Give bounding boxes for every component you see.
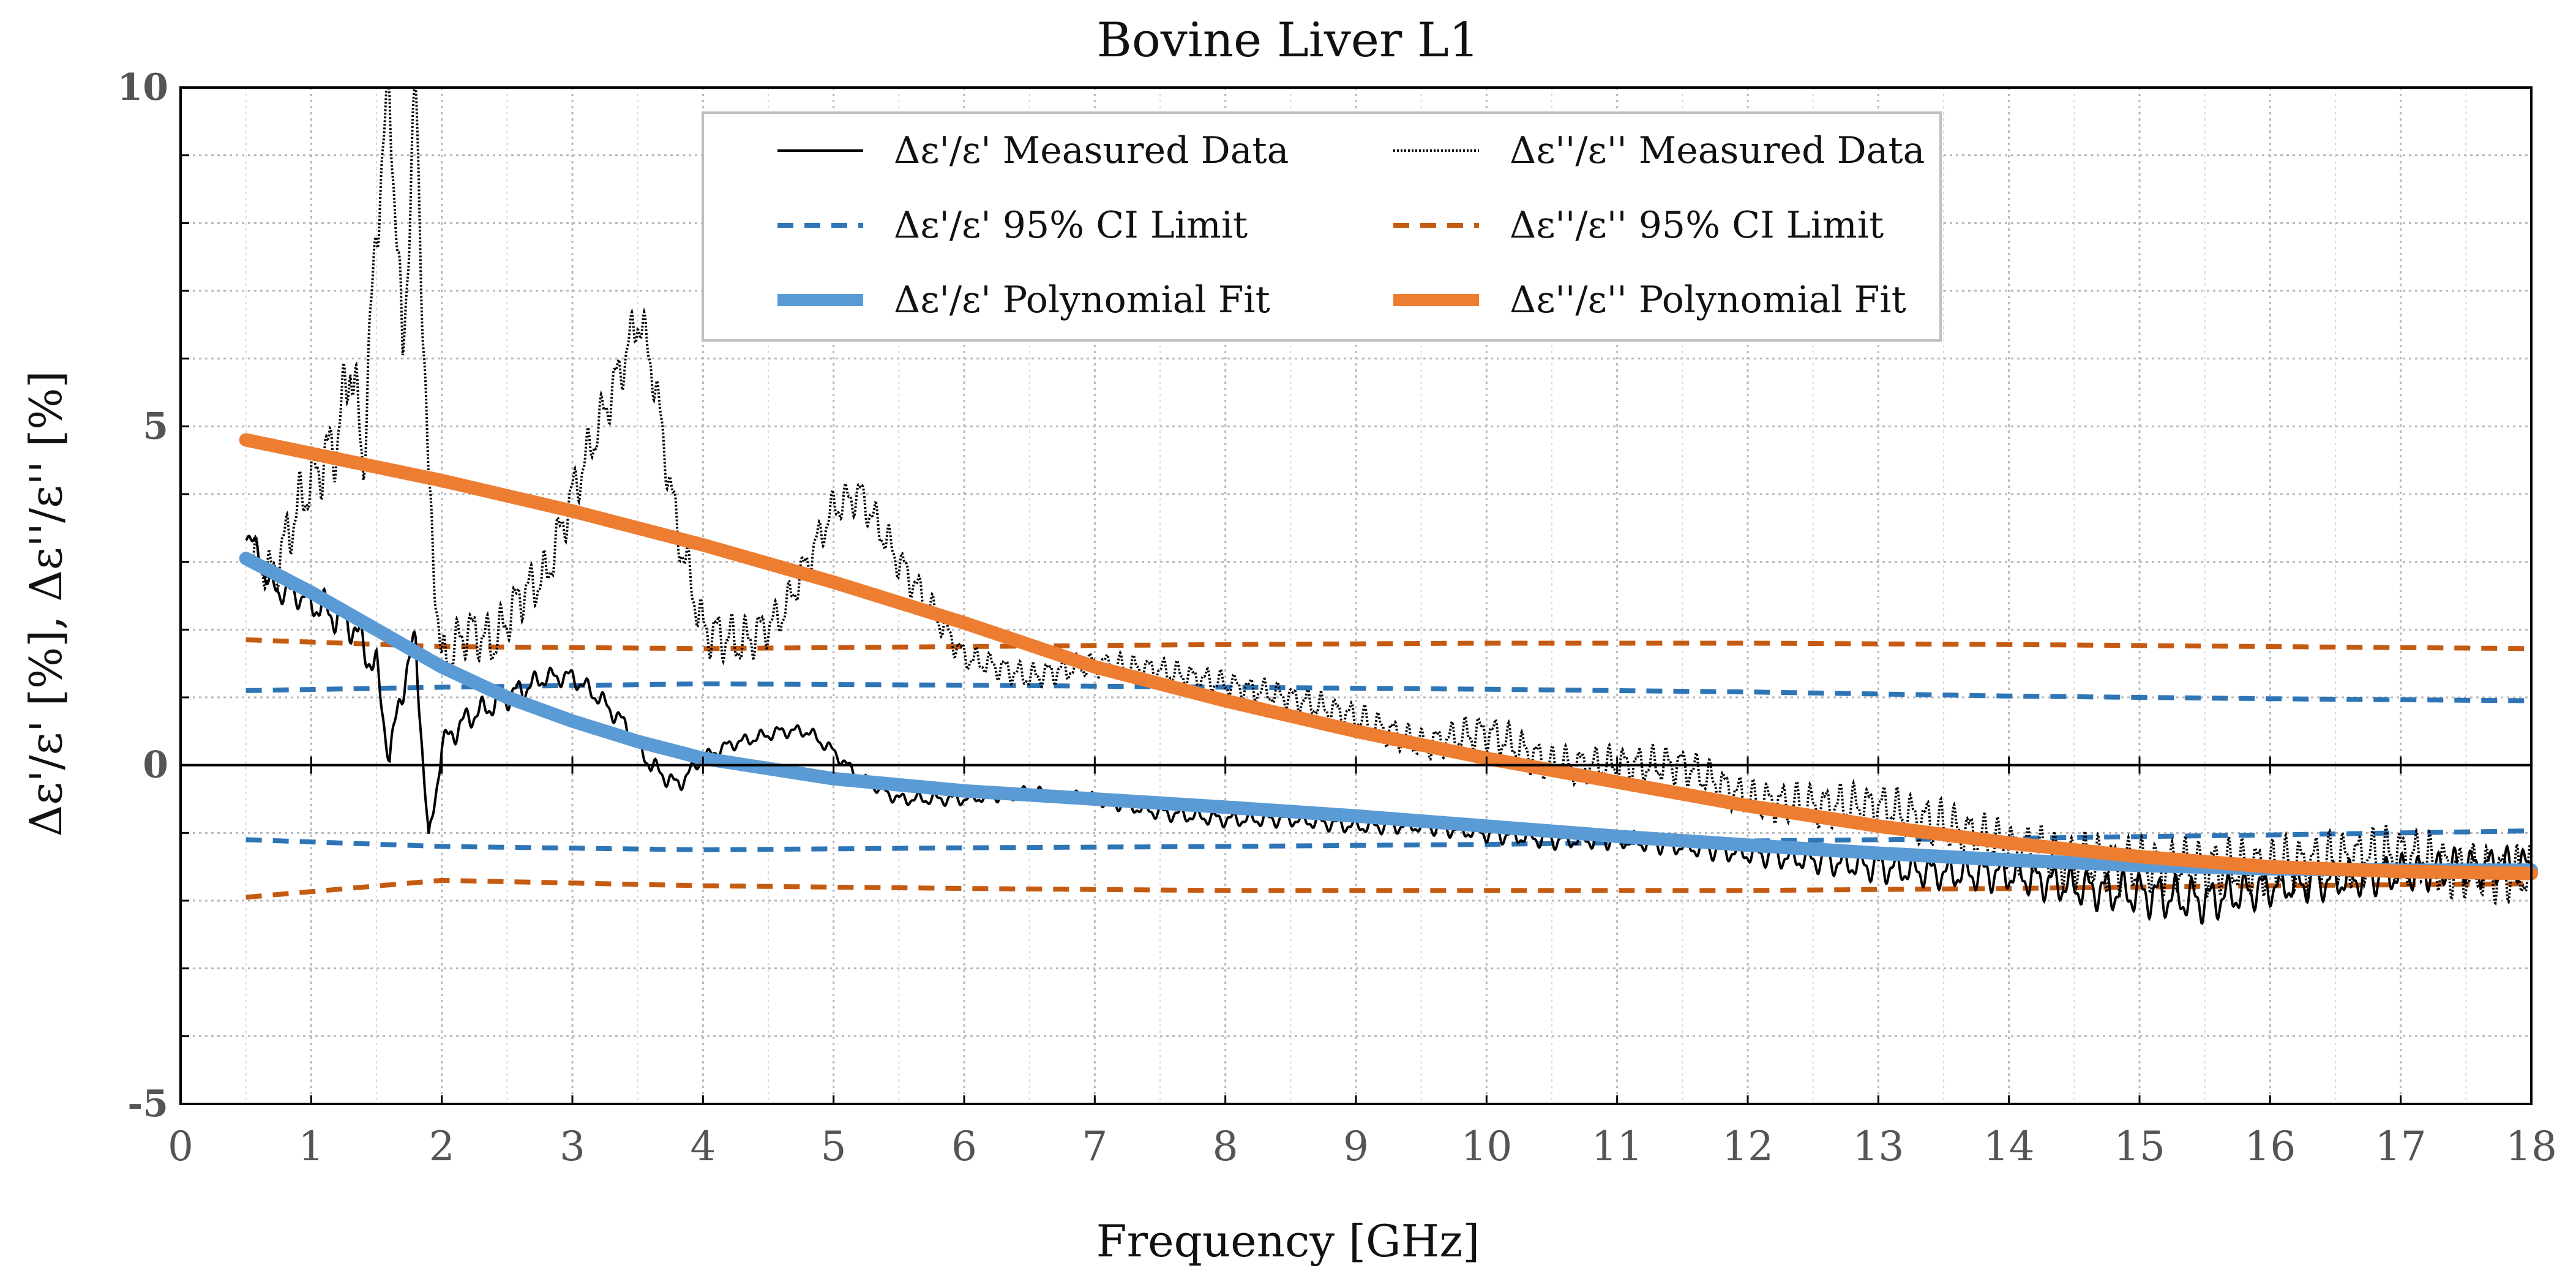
y-tick-label: 5: [143, 405, 168, 448]
x-tick-label: 11: [1592, 1123, 1643, 1170]
legend-label-2: Δε'/ε' 95% CI Limit: [894, 204, 1248, 247]
x-tick-label: 6: [951, 1123, 977, 1170]
legend-label-5: Δε''/ε'' Polynomial Fit: [1510, 279, 1906, 321]
x-tick-label: 5: [821, 1123, 847, 1170]
legend-label-0: Δε'/ε' Measured Data: [894, 129, 1289, 172]
y-tick-label: -5: [127, 1083, 168, 1125]
x-tick-label: 8: [1213, 1123, 1238, 1170]
x-tick-label: 1: [298, 1123, 324, 1170]
x-axis-label: Frequency [GHz]: [1096, 1215, 1480, 1267]
x-tick-label: 2: [429, 1123, 455, 1170]
x-tick-label: 15: [2114, 1123, 2165, 1170]
series-eps2-ci-upper: [245, 637, 2531, 651]
x-tick-label: 17: [2375, 1123, 2427, 1170]
x-tick-label: 13: [1852, 1123, 1904, 1170]
x-tick-label: 9: [1343, 1123, 1369, 1170]
x-tick-label: 4: [690, 1123, 716, 1170]
series-eps2-fit: [239, 433, 2538, 880]
chart-title: Bovine Liver L1: [1097, 13, 1480, 68]
x-tick-label: 0: [168, 1123, 193, 1170]
series-eps1-fit: [239, 552, 2538, 877]
series-eps1-ci-upper: [245, 681, 2531, 704]
legend: Δε'/ε' Measured Data Δε''/ε'' Measured Da…: [702, 111, 1942, 342]
legend-label-1: Δε''/ε'' Measured Data: [1510, 129, 1925, 172]
legend-label-3: Δε''/ε'' 95% CI Limit: [1510, 204, 1884, 247]
x-tick-label: 7: [1082, 1123, 1107, 1170]
x-tick-label: 16: [2244, 1123, 2296, 1170]
x-tick-label: 10: [1461, 1123, 1512, 1170]
y-tick-label: 0: [143, 744, 168, 787]
legend-box: [702, 111, 1942, 342]
plot-area: [239, 86, 2538, 926]
y-axis-label: Δε'/ε' [%], Δε''/ε'' [%]: [20, 370, 72, 836]
series-eps1-ci-lower: [245, 828, 2532, 852]
y-tick-label: 10: [118, 66, 169, 109]
x-tick-label: 12: [1722, 1123, 1773, 1170]
x-tick-label: 18: [2506, 1123, 2557, 1170]
series-eps2-ci-lower: [245, 877, 2532, 900]
legend-label-4: Δε'/ε' Polynomial Fit: [894, 279, 1270, 321]
x-tick-label: 3: [560, 1123, 585, 1170]
x-tick-label: 14: [1983, 1123, 2035, 1170]
